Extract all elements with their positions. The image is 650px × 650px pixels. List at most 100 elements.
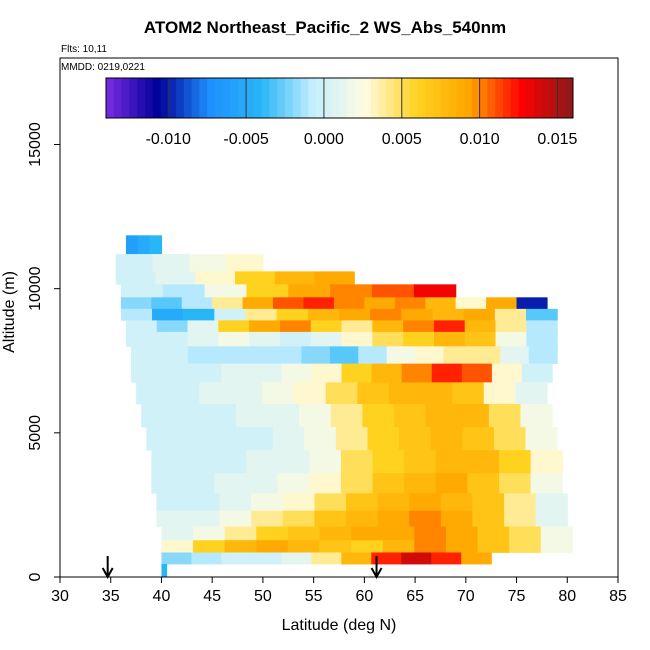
heatmap-cell [241,427,274,451]
heatmap-cell [432,308,465,321]
flight-arrow [101,556,114,580]
heatmap-cell [151,473,184,494]
heatmap-cell [187,346,217,365]
heatmap-cell [377,510,410,527]
heatmap-cells [115,235,573,578]
heatmap-cell [156,493,189,512]
heatmap-cell [182,473,216,494]
colorbar-swatch [339,78,348,118]
heatmap-cell [151,297,183,310]
heatmap-cell [351,540,384,553]
colorbar-tick-label: 0.015 [537,131,577,148]
heatmap-cell [493,427,527,451]
heatmap-cell [149,235,163,255]
heatmap-cell [216,346,246,365]
colorbar-swatch [323,78,333,118]
heatmap-cell [319,540,352,553]
colorbar-tick-label: -0.010 [146,131,191,148]
colorbar-swatch [471,78,481,118]
heatmap-cell [226,254,264,272]
heatmap-cell [294,382,327,405]
heatmap-cell [443,346,473,365]
colorbar-swatch [137,78,146,118]
colorbar-swatch [401,78,411,118]
colorbar-swatch [425,78,434,118]
heatmap-cell [309,450,342,474]
heatmap-cell [535,493,568,512]
colorbar-swatch [199,78,208,118]
heatmap-cell [440,493,474,512]
heatmap-cell [249,320,281,333]
colorbar-swatch [113,78,123,118]
heatmap-cell [509,526,542,541]
heatmap-cell [455,297,487,310]
heatmap-cell [267,404,300,428]
heatmap-cell [141,404,174,428]
heatmap-cell [256,540,289,553]
heatmap-cell [483,382,516,405]
x-tick-label: 35 [102,588,120,605]
heatmap-cell [540,540,573,553]
heatmap-cell [495,320,527,333]
flights-note: Flts: 10,11 [61,44,107,55]
heatmap-cell [461,363,493,383]
heatmap-cell [435,450,468,474]
colorbar-swatch [331,78,340,118]
heatmap-cell [224,526,257,541]
heatmap-cell [457,404,490,428]
heatmap-cell [399,427,432,451]
heatmap-cell [224,540,257,553]
colorbar-swatch [300,78,309,118]
colorbar-swatch [378,78,387,118]
heatmap-cell [115,271,157,285]
heatmap-cell [182,450,216,474]
x-tick-label: 45 [203,588,221,605]
colorbar-swatch [409,78,418,118]
heatmap-cell [311,552,342,565]
colorbar-swatch [526,78,535,118]
colorbar-swatch [144,78,154,118]
colorbar-swatch [355,78,364,118]
heatmap-cell [394,297,426,310]
heatmap-cell [509,540,542,553]
heatmap-cell [528,346,558,365]
x-tick-label: 70 [457,588,475,605]
heatmap-cell [146,427,179,451]
heatmap-cell [221,552,252,565]
heatmap-cell [251,363,282,383]
y-tick-label: 0 [27,572,44,581]
heatmap-cell [452,382,485,405]
heatmap-cell [358,346,388,365]
heatmap-cell [282,510,316,527]
heatmap-cell [272,427,305,451]
heatmap-cell [218,320,250,333]
heatmap-cell [120,297,152,310]
heatmap-cell [235,404,269,428]
heatmap-cell [388,382,422,405]
colorbar-swatch [285,78,294,118]
heatmap-cell [409,493,442,512]
heatmap-cell [131,363,162,383]
colorbar-swatch [253,78,263,118]
heatmap-cell [279,331,312,347]
heatmap-cell [273,346,303,365]
heatmap-cell [394,404,427,428]
heatmap-cell [535,510,568,527]
heatmap-cell [351,526,384,541]
heatmap-cell [404,450,437,474]
heatmap-cell [525,308,558,321]
heatmap-cell [161,540,194,553]
heatmap-cell [219,510,252,527]
heatmap-cell [214,473,247,494]
heatmap-cell [187,493,221,512]
heatmap-cell [425,297,457,310]
colorbar-swatch [565,78,574,118]
heatmap-cell [341,320,373,333]
heatmap-cell [526,331,558,347]
heatmap-cell [246,450,279,474]
heatmap-cell [403,331,435,347]
heatmap-cell [498,450,532,474]
colorbar-swatch [541,78,551,118]
heatmap-cell [467,450,500,474]
heatmap-cell [199,382,232,405]
